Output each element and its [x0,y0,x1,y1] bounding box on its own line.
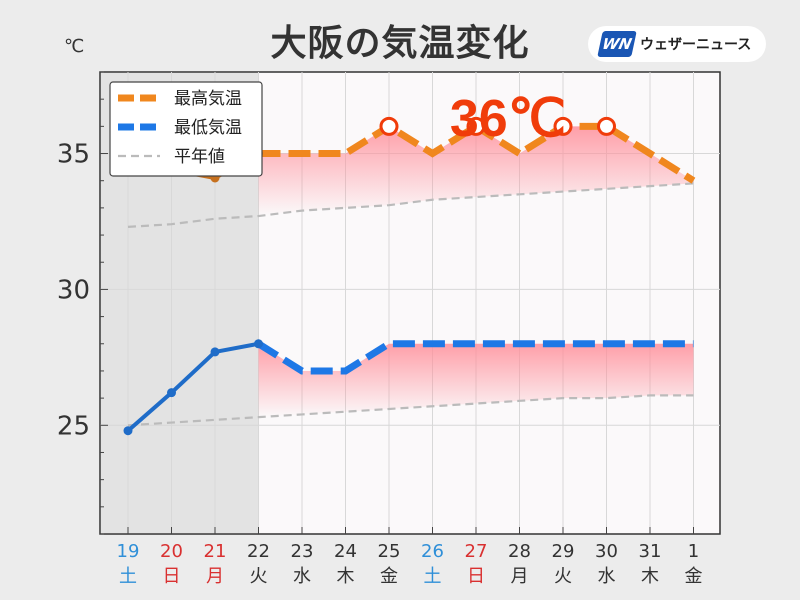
x-tick-weekday: 土 [424,566,442,587]
chart-title: 大阪の気温変化 [270,23,530,64]
x-tick-date: 31 [639,541,662,562]
x-tick-weekday: 金 [380,566,398,587]
y-tick-label: 25 [57,411,90,441]
legend-label-low: 最低気温 [174,118,242,138]
x-tick-weekday: 金 [685,566,703,587]
logo-text: ウェザーニュース [640,37,752,53]
low-temp-forecast-line [256,340,694,375]
x-tick-date: 21 [204,541,227,562]
x-tick-weekday: 水 [293,566,311,587]
x-tick-weekday: 火 [250,566,268,587]
normal-low-line [127,394,694,427]
y-tick-label: 35 [57,140,90,170]
x-tick-weekday: 水 [598,566,616,587]
x-tick-date: 1 [688,541,699,562]
x-tick-date: 20 [160,541,183,562]
x-tick-date: 30 [595,541,618,562]
y-tick-label: 30 [57,275,90,305]
x-tick-date: 24 [334,541,357,562]
x-tick-weekday: 月 [206,566,224,587]
x-tick-date: 25 [378,541,401,562]
high-temp-band [258,126,694,217]
low-temp-point [210,347,220,357]
max-temp-marker [553,116,573,136]
legend-label-high: 最高気温 [174,89,242,109]
max-temp-marker [466,116,486,136]
x-tick-date: 26 [421,541,444,562]
x-tick-weekday: 月 [511,566,529,587]
x-tick-date: 23 [291,541,314,562]
x-tick-weekday: 土 [119,566,137,587]
max-temp-marker [597,116,616,136]
x-tick-date: 22 [247,541,270,562]
low-temp-past-line [126,341,259,433]
low-temp-point [123,426,133,436]
x-tick-date: 29 [552,541,575,562]
x-tick-weekday: 日 [163,566,181,587]
legend-box [109,81,263,177]
low-temp-point [254,339,263,349]
max-temp-marker [379,116,399,136]
x-tick-weekday: 木 [337,566,355,587]
low-temp-point [167,388,176,398]
x-tick-date: 27 [465,541,488,562]
legend-label-normal: 平年値 [174,147,225,167]
x-tick-date: 19 [117,541,140,562]
x-tick-weekday: 木 [641,566,659,587]
weathernews-logo: WN ウェザーニュース [588,26,766,62]
x-tick-date: 28 [508,541,531,562]
x-tick-weekday: 火 [554,566,572,587]
low-temp-band [258,343,694,418]
normal-high-line [127,182,694,229]
x-tick-weekday: 日 [467,566,485,587]
max-temp-highlight: 36℃ [450,90,566,148]
y-axis-unit: ℃ [64,36,85,57]
